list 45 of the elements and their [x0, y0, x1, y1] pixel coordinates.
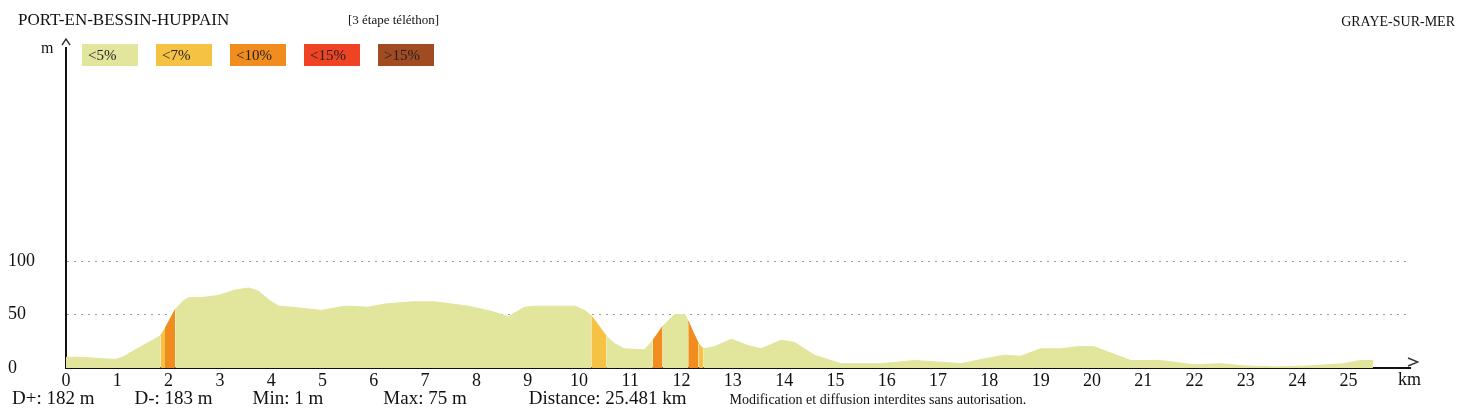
- x-tick-label: 22: [1185, 369, 1204, 390]
- x-tick-label: 3: [215, 369, 225, 390]
- x-tick-label: 9: [523, 369, 533, 390]
- x-tick-label: 19: [1031, 369, 1050, 390]
- legend-label: <5%: [88, 44, 138, 66]
- x-tick-label: 24: [1288, 369, 1307, 390]
- x-tick-label: 18: [980, 369, 999, 390]
- text: Distance: 25.481 km: [528, 387, 687, 408]
- y-tick-label: 50: [8, 303, 26, 324]
- x-tick-label: 13: [723, 369, 742, 390]
- y-tick-label: 0: [8, 356, 17, 377]
- x-tick-label: 2: [164, 369, 174, 390]
- x-tick-label: 5: [317, 369, 327, 390]
- text: Modification et diffusion interdites sans autorisation.: [729, 392, 1027, 408]
- legend-label: >15%: [384, 44, 434, 66]
- chart-title: PORT-EN-BESSIN-HUPPAIN: [18, 10, 230, 30]
- text: D+: 182 m: [12, 387, 95, 408]
- y-axis-title: m: [41, 39, 54, 57]
- x-tick-label: 12: [672, 369, 691, 390]
- text: Max: 75 m: [383, 387, 467, 408]
- x-tick-label: 6: [369, 369, 379, 390]
- x-tick-label: 17: [929, 369, 948, 390]
- x-tick-label: 4: [266, 369, 276, 390]
- x-tick-label: 21: [1134, 369, 1153, 390]
- x-tick-label: 25: [1339, 369, 1358, 390]
- x-tick-label: 7: [420, 369, 430, 390]
- text: GRAYE-SUR-MER: [1341, 14, 1455, 30]
- text: D-: 183 m: [134, 387, 213, 408]
- x-tick-label: 14: [775, 369, 794, 390]
- x-tick-label: 1: [112, 369, 122, 390]
- x-tick-label: 20: [1082, 369, 1101, 390]
- x-tick-label: 0: [61, 369, 71, 390]
- chart-subtitle: [3 étape téléthon]: [348, 12, 439, 28]
- x-tick-label: 16: [877, 369, 896, 390]
- text: Min: 1 m: [252, 387, 324, 408]
- legend-label: <15%: [310, 44, 360, 66]
- x-tick-label: 15: [826, 369, 845, 390]
- y-tick-label: 100: [8, 250, 35, 271]
- legend-label: <7%: [162, 44, 212, 66]
- x-tick-label: 23: [1236, 369, 1255, 390]
- x-tick-label: 8: [471, 369, 481, 390]
- legend-label: <10%: [236, 44, 286, 66]
- x-tick-label: 11: [621, 369, 639, 390]
- x-axis-title: km: [1398, 369, 1422, 390]
- x-tick-label: 10: [569, 369, 588, 390]
